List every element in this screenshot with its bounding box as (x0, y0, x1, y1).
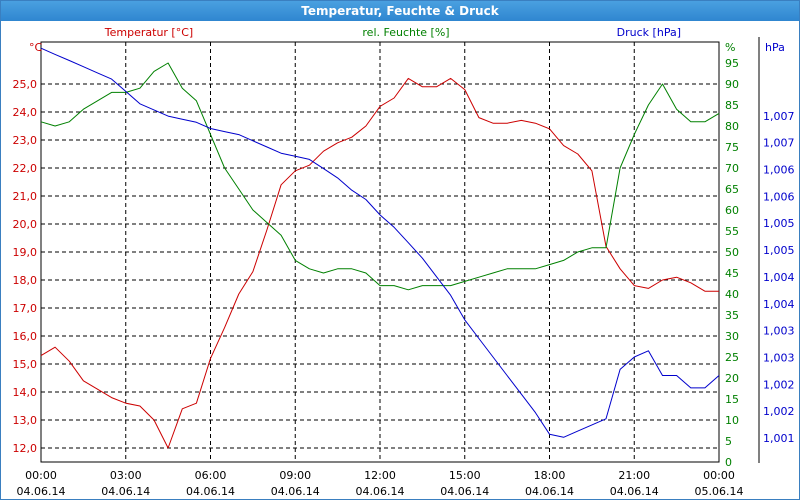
y-right-tick-label: 70 (725, 162, 739, 175)
legend-label: Temperatur [°C] (104, 26, 193, 39)
y-right-tick-label: 80 (725, 120, 739, 133)
y-right-tick-label: 90 (725, 78, 739, 91)
y-left-tick-label: 25,0 (13, 78, 38, 91)
x-tick-label: 15:00 (449, 469, 481, 482)
y-pressure-tick-label: 1,005 (763, 244, 795, 257)
y-left-tick-label: 12,0 (13, 442, 38, 455)
x-tick-date: 04.06.14 (101, 485, 150, 498)
x-tick-label: 03:00 (110, 469, 142, 482)
y-left-tick-label: 23,0 (13, 134, 38, 147)
y-left-tick-label: 13,0 (13, 414, 38, 427)
y-left-tick-label: 17,0 (13, 302, 38, 315)
x-tick-label: 06:00 (195, 469, 227, 482)
y-pressure-tick-label: 1,004 (763, 298, 795, 311)
y-pressure-tick-label: 1,001 (763, 432, 795, 445)
y-right-tick-label: 65 (725, 183, 739, 196)
y-right-tick-label: 75 (725, 141, 739, 154)
legend-label: rel. Feuchte [%] (362, 26, 449, 39)
y-right-tick-label: 20 (725, 372, 739, 385)
y-pressure-tick-label: 1,002 (763, 378, 795, 391)
x-tick-date: 04.06.14 (610, 485, 659, 498)
x-tick-label: 18:00 (534, 469, 566, 482)
x-tick-date: 04.06.14 (186, 485, 235, 498)
x-tick-label: 12:00 (364, 469, 396, 482)
x-tick-date: 04.06.14 (440, 485, 489, 498)
y-right-tick-label: 95 (725, 57, 739, 70)
y-right-tick-label: 40 (725, 288, 739, 301)
y-left-tick-label: 18,0 (13, 274, 38, 287)
y-pressure-tick-label: 1,006 (763, 164, 795, 177)
window-title: Temperatur, Feuchte & Druck (1, 1, 799, 21)
y-pressure-unit: hPa (765, 41, 785, 54)
y-right-tick-label: 35 (725, 309, 739, 322)
y-pressure-tick-label: 1,004 (763, 271, 795, 284)
y-left-tick-label: 21,0 (13, 190, 38, 203)
y-left-unit: °C (29, 41, 43, 54)
y-right-tick-label: 60 (725, 204, 739, 217)
y-left-tick-label: 14,0 (13, 386, 38, 399)
y-pressure-tick-label: 1,003 (763, 325, 795, 338)
series-line (40, 62, 720, 291)
y-pressure-tick-label: 1,002 (763, 405, 795, 418)
y-right-tick-label: 85 (725, 99, 739, 112)
y-pressure-tick-label: 1,006 (763, 190, 795, 203)
y-left-tick-label: 16,0 (13, 330, 38, 343)
series-line (40, 47, 720, 438)
y-right-unit: % (725, 41, 735, 54)
y-pressure-tick-label: 1,007 (763, 110, 795, 123)
y-right-tick-label: 30 (725, 330, 739, 343)
y-pressure-tick-label: 1,005 (763, 217, 795, 230)
y-right-tick-label: 10 (725, 414, 739, 427)
y-right-tick-label: 15 (725, 393, 739, 406)
x-tick-label: 00:00 (703, 469, 735, 482)
y-right-tick-label: 25 (725, 351, 739, 364)
x-tick-date: 04.06.14 (356, 485, 405, 498)
y-left-tick-label: 19,0 (13, 246, 38, 259)
y-right-tick-label: 0 (725, 456, 732, 469)
x-tick-date: 04.06.14 (17, 485, 66, 498)
y-left-tick-label: 20,0 (13, 218, 38, 231)
x-tick-date: 05.06.14 (695, 485, 744, 498)
x-tick-date: 04.06.14 (525, 485, 574, 498)
x-tick-date: 04.06.14 (271, 485, 320, 498)
y-right-tick-label: 5 (725, 435, 732, 448)
x-tick-label: 09:00 (279, 469, 311, 482)
x-tick-label: 21:00 (618, 469, 650, 482)
y-left-tick-label: 15,0 (13, 358, 38, 371)
y-pressure-tick-label: 1,003 (763, 351, 795, 364)
legend-label: Druck [hPa] (617, 26, 681, 39)
y-right-tick-label: 55 (725, 225, 739, 238)
x-tick-label: 00:00 (25, 469, 57, 482)
y-right-tick-label: 50 (725, 246, 739, 259)
y-left-tick-label: 24,0 (13, 106, 38, 119)
y-left-tick-label: 22,0 (13, 162, 38, 175)
y-pressure-tick-label: 1,007 (763, 137, 795, 150)
y-right-tick-label: 45 (725, 267, 739, 280)
